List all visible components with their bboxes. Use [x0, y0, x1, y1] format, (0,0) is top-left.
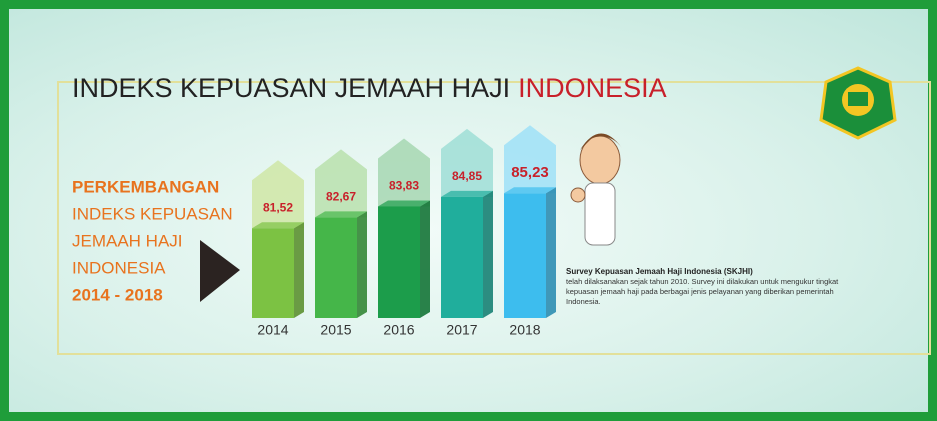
bar-side	[357, 211, 367, 318]
note-text: telah dilaksanakan sejak tahun 2010. Sur…	[566, 277, 839, 306]
bar	[252, 228, 294, 318]
bar-top	[315, 211, 367, 218]
arrow	[200, 240, 240, 302]
bar-cap	[315, 149, 367, 218]
subtitle-line: INDONESIA	[72, 258, 166, 277]
x-tick-label: 2017	[446, 322, 477, 338]
bar-top	[441, 190, 493, 197]
bar	[504, 193, 546, 318]
subtitle-line: JEMAAH HAJI	[72, 231, 183, 250]
subtitle-line: PERKEMBANGAN	[72, 177, 219, 196]
x-tick-label: 2015	[320, 322, 351, 338]
value-label: 85,23	[511, 164, 549, 181]
bar-cap	[504, 125, 556, 194]
x-tick-label: 2018	[509, 322, 540, 338]
bar-top	[504, 187, 556, 194]
bar	[441, 196, 483, 318]
value-label: 83,83	[389, 179, 419, 193]
value-label: 82,67	[326, 190, 356, 204]
value-label: 81,52	[263, 200, 293, 214]
note: Survey Kepuasan Jemaah Haji Indonesia (S…	[566, 267, 856, 307]
bar-cap	[252, 160, 304, 229]
bar	[315, 217, 357, 318]
bar-side	[294, 222, 304, 318]
subtitle-line: 2014 - 2018	[72, 285, 163, 304]
frame	[57, 81, 931, 355]
x-tick-label: 2016	[383, 322, 414, 338]
bar-cap	[441, 128, 493, 197]
bar-top	[378, 200, 430, 207]
value-label: 84,85	[452, 169, 482, 183]
title-highlight: INDONESIA	[518, 73, 667, 103]
chart-title: INDEKS KEPUASAN JEMAAH HAJI	[72, 73, 510, 103]
title-row: INDEKS KEPUASAN JEMAAH HAJI INDONESIA	[72, 73, 667, 103]
logo	[819, 66, 897, 140]
subtitle-line: INDEKS KEPUASAN	[72, 204, 233, 223]
note-title: Survey Kepuasan Jemaah Haji Indonesia (S…	[566, 267, 753, 276]
bar-side	[483, 190, 493, 318]
bar-side	[546, 187, 556, 318]
mascot	[570, 133, 622, 246]
bar-side	[420, 200, 430, 318]
bar-top	[252, 222, 304, 229]
x-tick-label: 2014	[257, 322, 288, 338]
bar	[378, 206, 420, 318]
bar-cap	[378, 138, 430, 207]
